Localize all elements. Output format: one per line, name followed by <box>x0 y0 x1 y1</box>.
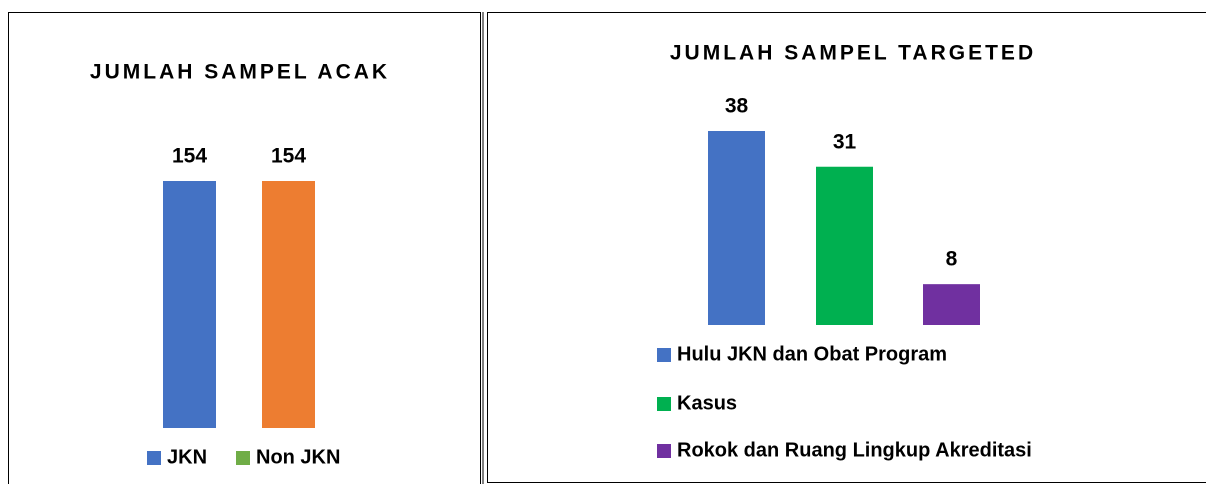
left-panel <box>8 12 481 484</box>
bar <box>163 181 216 428</box>
legend-swatch <box>657 397 671 411</box>
value-label: 154 <box>271 145 306 168</box>
bar <box>923 284 980 325</box>
legend-label: Hulu JKN dan Obat Program <box>677 343 947 365</box>
legend-label: Non JKN <box>256 446 340 468</box>
bar <box>262 181 315 428</box>
legend-label: Rokok dan Ruang Lingkup Akreditasi <box>677 439 1032 461</box>
value-label: 154 <box>172 145 207 168</box>
bar <box>708 131 765 325</box>
chart-title: JUMLAH SAMPEL ACAK <box>90 61 390 84</box>
value-label: 8 <box>946 248 958 271</box>
bar <box>816 166 873 325</box>
legend-swatch <box>147 451 161 465</box>
legend-label: JKN <box>167 446 207 468</box>
legend-swatch <box>236 451 250 465</box>
right-panel <box>487 12 1206 483</box>
chart-title: JUMLAH SAMPEL TARGETED <box>670 42 1036 65</box>
value-label: 38 <box>725 95 749 118</box>
value-label: 31 <box>833 130 857 153</box>
legend-label: Kasus <box>677 392 737 414</box>
legend-swatch <box>657 444 671 458</box>
legend-swatch <box>657 348 671 362</box>
